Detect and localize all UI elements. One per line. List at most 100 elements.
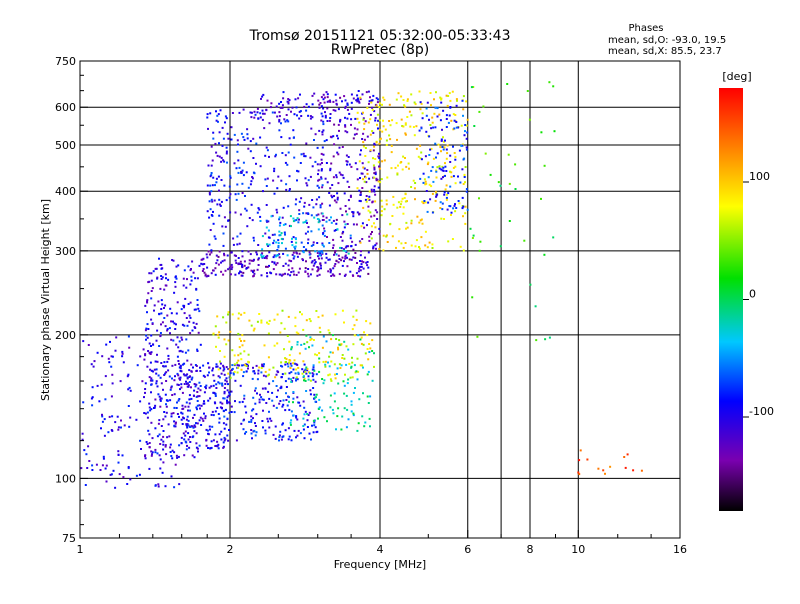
data-point bbox=[304, 221, 307, 224]
data-point bbox=[379, 181, 382, 184]
data-point bbox=[144, 457, 147, 460]
data-point bbox=[229, 176, 232, 179]
data-point bbox=[148, 280, 151, 283]
data-point bbox=[288, 137, 291, 140]
data-point bbox=[91, 386, 94, 389]
data-point bbox=[186, 359, 189, 362]
data-point bbox=[297, 97, 300, 100]
data-point bbox=[309, 339, 312, 341]
data-point bbox=[318, 406, 321, 409]
data-point bbox=[301, 368, 304, 371]
data-point bbox=[382, 96, 385, 99]
data-point bbox=[323, 416, 326, 419]
data-point bbox=[320, 168, 323, 171]
data-point bbox=[187, 385, 190, 388]
data-point bbox=[205, 384, 208, 387]
data-point bbox=[290, 419, 293, 422]
data-point bbox=[223, 368, 226, 371]
data-point bbox=[196, 447, 199, 450]
data-point bbox=[166, 360, 169, 363]
data-point bbox=[333, 274, 336, 277]
data-point bbox=[329, 100, 332, 103]
data-point bbox=[156, 360, 159, 363]
data-point bbox=[212, 374, 215, 377]
data-point bbox=[229, 211, 232, 214]
data-point bbox=[278, 111, 281, 114]
data-point bbox=[445, 114, 448, 117]
data-point bbox=[167, 369, 170, 372]
data-point bbox=[266, 374, 269, 377]
data-point bbox=[210, 440, 213, 443]
data-point bbox=[218, 421, 221, 424]
data-point bbox=[110, 429, 113, 431]
data-point bbox=[351, 240, 354, 243]
data-point bbox=[214, 395, 217, 397]
data-point bbox=[284, 154, 287, 157]
data-point bbox=[315, 393, 318, 396]
data-point bbox=[206, 113, 209, 116]
data-point bbox=[336, 228, 339, 231]
data-point bbox=[221, 383, 224, 386]
data-point bbox=[217, 175, 220, 178]
data-point bbox=[318, 186, 321, 189]
data-point bbox=[294, 203, 297, 206]
data-point bbox=[359, 260, 361, 262]
data-point bbox=[356, 262, 358, 264]
data-point bbox=[225, 199, 228, 202]
data-point bbox=[478, 110, 481, 113]
data-point bbox=[300, 241, 303, 244]
data-point bbox=[202, 374, 205, 377]
data-point bbox=[335, 103, 338, 106]
data-point bbox=[173, 420, 176, 423]
data-point bbox=[291, 106, 294, 109]
data-point bbox=[361, 415, 364, 418]
data-point bbox=[378, 248, 381, 250]
data-point bbox=[234, 379, 237, 382]
data-point bbox=[267, 356, 270, 359]
data-point bbox=[227, 219, 230, 222]
data-point bbox=[218, 214, 221, 217]
data-point bbox=[404, 105, 407, 108]
data-point bbox=[230, 411, 233, 413]
data-point bbox=[101, 413, 103, 416]
data-point bbox=[278, 118, 281, 121]
data-point bbox=[358, 101, 361, 104]
data-point bbox=[280, 386, 283, 389]
data-point bbox=[281, 373, 284, 376]
data-point bbox=[548, 336, 551, 339]
data-point bbox=[508, 220, 511, 222]
data-point bbox=[314, 133, 317, 136]
data-point bbox=[289, 215, 292, 218]
data-point bbox=[356, 357, 359, 360]
data-point bbox=[227, 339, 230, 342]
data-point bbox=[391, 119, 394, 122]
data-point bbox=[464, 130, 466, 133]
data-point bbox=[287, 151, 290, 154]
data-point bbox=[295, 331, 298, 334]
data-point bbox=[369, 149, 372, 152]
data-point bbox=[209, 112, 212, 115]
data-point bbox=[257, 117, 260, 120]
data-point bbox=[169, 332, 171, 335]
data-point bbox=[158, 257, 160, 260]
data-point bbox=[461, 207, 464, 210]
data-point bbox=[312, 264, 315, 267]
data-point bbox=[91, 464, 94, 467]
data-point bbox=[165, 453, 168, 456]
data-point bbox=[172, 259, 175, 262]
data-point bbox=[140, 448, 142, 450]
data-point bbox=[272, 433, 275, 436]
data-point bbox=[431, 192, 434, 195]
data-point bbox=[209, 184, 212, 187]
data-point bbox=[372, 157, 374, 160]
data-point bbox=[445, 148, 448, 151]
data-point bbox=[427, 201, 430, 204]
data-point bbox=[414, 182, 417, 184]
data-point bbox=[449, 99, 452, 102]
data-point bbox=[289, 367, 292, 369]
data-point bbox=[175, 323, 177, 326]
data-point bbox=[190, 397, 193, 400]
data-point bbox=[251, 437, 253, 440]
data-point bbox=[304, 370, 307, 373]
data-point bbox=[151, 287, 154, 290]
